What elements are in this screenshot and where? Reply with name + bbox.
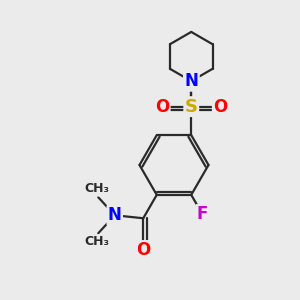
Text: N: N [184,72,198,90]
Text: O: O [136,242,150,260]
Text: O: O [213,98,227,116]
Text: CH₃: CH₃ [84,235,109,248]
Text: N: N [108,206,122,224]
Text: CH₃: CH₃ [84,182,109,195]
Text: S: S [185,98,198,116]
Text: O: O [155,98,169,116]
Text: F: F [197,206,208,224]
Text: N: N [184,72,198,90]
